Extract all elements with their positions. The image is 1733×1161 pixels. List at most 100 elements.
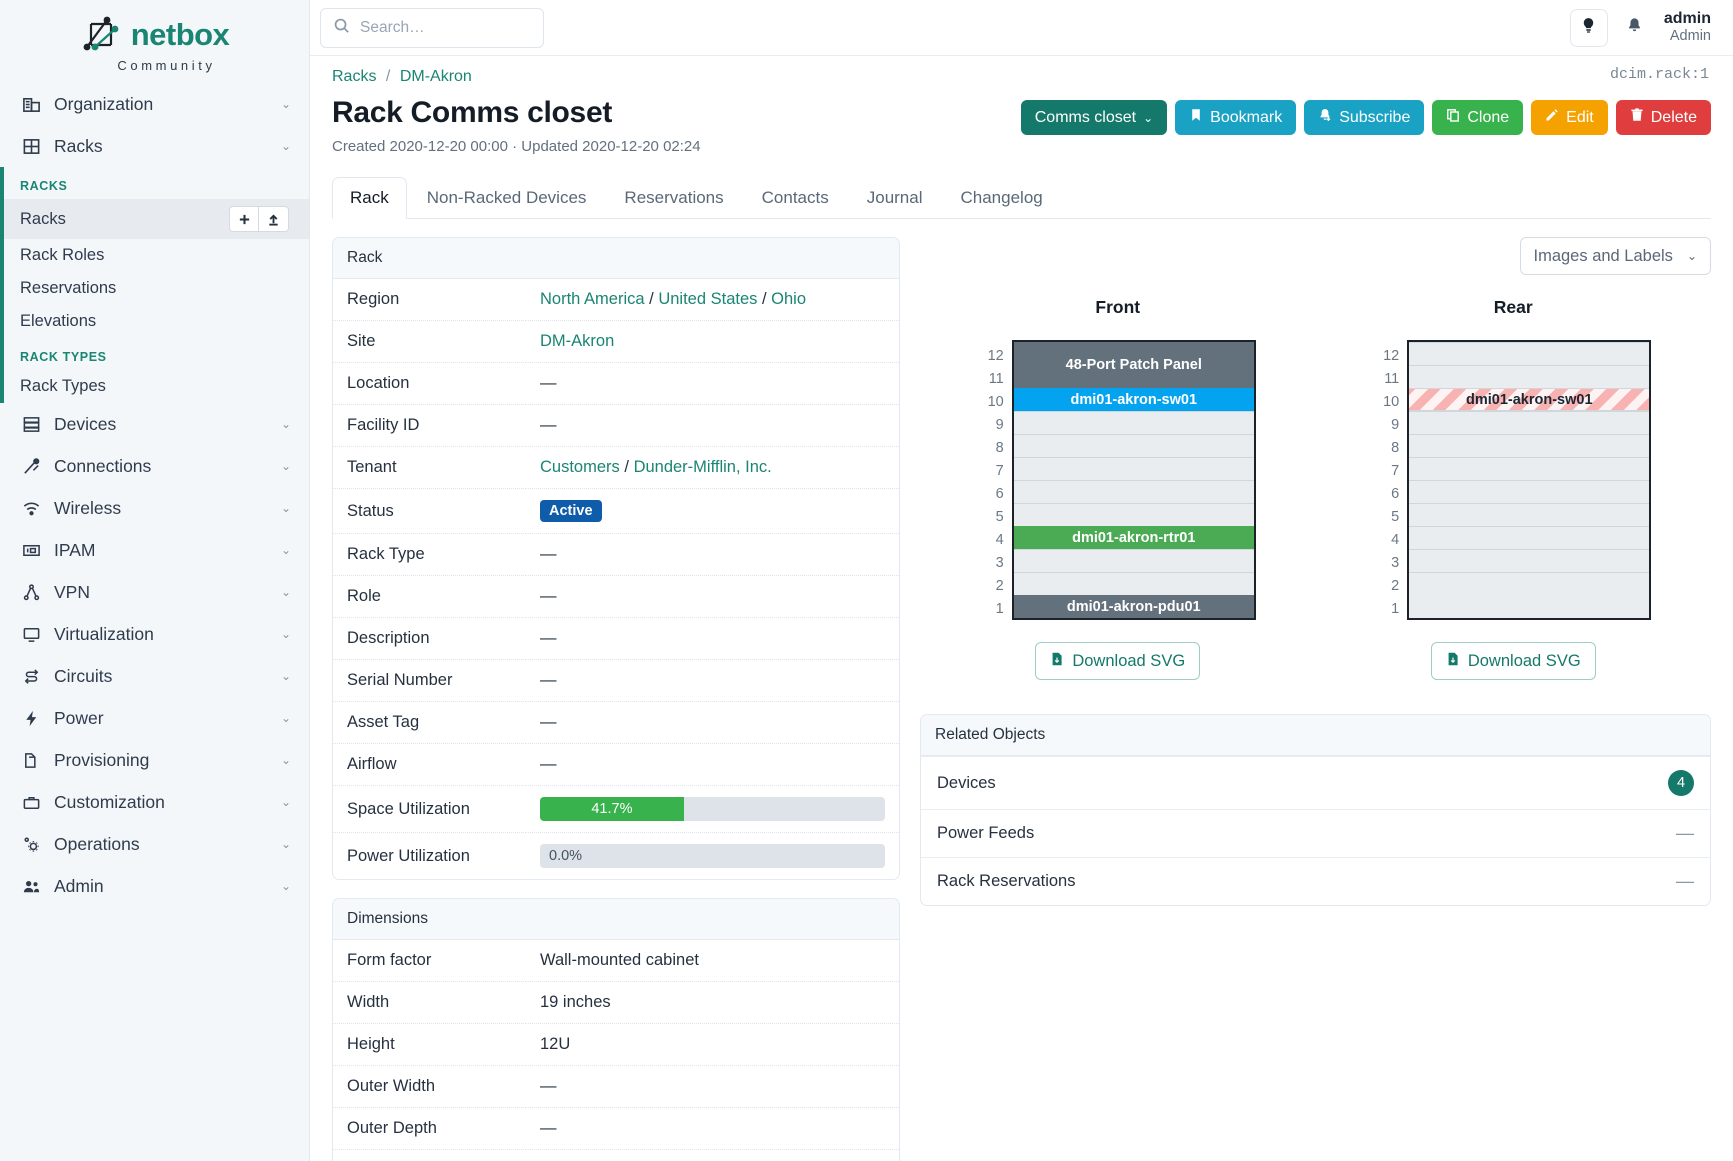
theme-toggle-button[interactable] — [1569, 8, 1608, 47]
rack-device[interactable]: dmi01-akron-pdu01 — [1013, 595, 1254, 618]
sidebar-item-racks[interactable]: Racks — [0, 199, 309, 239]
subscribe-button[interactable]: Subscribe — [1304, 100, 1425, 135]
power-feeds-count: — — [1676, 823, 1694, 843]
table-row: Role — — [333, 575, 899, 618]
rack-unit-slot[interactable] — [1409, 457, 1650, 480]
region-link-1[interactable]: North America — [540, 290, 645, 308]
front-rack-body[interactable]: 48-Port Patch Panel dmi01-akron-sw01 dmi01… — [1011, 340, 1256, 620]
sidebar-item-reservations[interactable]: Reservations — [0, 272, 309, 305]
table-row: Mounting Depth — — [333, 1149, 899, 1161]
rack-device[interactable]: dmi01-akron-rtr01 — [1013, 526, 1254, 549]
rear-rack-body[interactable]: dmi01-akron-sw01 — [1407, 340, 1652, 620]
chevron-down-icon: ⌄ — [280, 139, 291, 153]
chevron-down-icon: ⌄ — [1686, 249, 1697, 263]
rack-unit-slot[interactable] — [1409, 365, 1650, 388]
related-object-power-feeds[interactable]: Power Feeds — — [921, 809, 1710, 857]
sidebar-group-provisioning[interactable]: Provisioning ⌄ — [0, 739, 309, 781]
sidebar-item-label: Racks — [20, 209, 66, 228]
related-object-rack-reservations[interactable]: Rack Reservations — — [921, 857, 1710, 905]
sidebar-group-label: Customization — [54, 791, 165, 812]
tab-journal[interactable]: Journal — [866, 188, 923, 207]
sidebar-group-label: Provisioning — [54, 749, 150, 770]
sidebar-group-devices[interactable]: Devices ⌄ — [0, 403, 309, 445]
sidebar-group-ipam[interactable]: IPAM ⌄ — [0, 529, 309, 571]
rack-unit-label: 3 — [1391, 554, 1400, 571]
rack-unit-slot[interactable] — [1013, 434, 1254, 457]
elevation-view-select[interactable]: Images and Labels ⌄ — [1519, 237, 1711, 275]
comms-closet-dropdown[interactable]: Comms closet ⌄ — [1020, 100, 1168, 135]
rack-unit-slot[interactable] — [1013, 549, 1254, 572]
row-key: Serial Number — [333, 659, 526, 702]
sidebar-group-operations[interactable]: Operations ⌄ — [0, 823, 309, 865]
tab-non-racked-devices[interactable]: Non-Racked Devices — [426, 188, 587, 207]
brand[interactable]: netbox Community — [0, 0, 309, 83]
search-input[interactable] — [360, 18, 531, 37]
import-racks-button[interactable] — [259, 206, 289, 232]
clone-button[interactable]: Clone — [1432, 100, 1524, 135]
rack-device[interactable]: 48-Port Patch Panel — [1013, 342, 1254, 388]
sidebar-item-rack-types[interactable]: Rack Types — [0, 370, 309, 403]
download-svg-rear-button[interactable]: Download SVG — [1430, 642, 1596, 680]
rack-device[interactable]: dmi01-akron-sw01 — [1409, 388, 1650, 411]
rack-unit-slot[interactable] — [1013, 411, 1254, 434]
sidebar-group-virtualization[interactable]: Virtualization ⌄ — [0, 613, 309, 655]
rack-unit-slot[interactable] — [1013, 503, 1254, 526]
tenant-group-link[interactable]: Customers — [540, 458, 620, 476]
sidebar-group-organization[interactable]: Organization ⌄ — [0, 83, 309, 125]
delete-button[interactable]: Delete — [1615, 100, 1711, 135]
related-object-devices[interactable]: Devices 4 — [921, 756, 1710, 809]
rack-unit-slot[interactable] — [1409, 411, 1650, 434]
tab-reservations[interactable]: Reservations — [624, 188, 724, 207]
rack-unit-slot[interactable] — [1013, 480, 1254, 503]
sidebar-group-power[interactable]: Power ⌄ — [0, 697, 309, 739]
rack-unit-slot[interactable] — [1409, 549, 1650, 572]
breadcrumb-item-racks[interactable]: Racks — [332, 68, 377, 85]
search-box[interactable] — [320, 7, 544, 48]
sidebar-item-elevations[interactable]: Elevations — [0, 305, 309, 338]
rack-unit-slot[interactable] — [1013, 572, 1254, 595]
sidebar-group-label: Admin — [54, 875, 104, 896]
bookmark-button[interactable]: Bookmark — [1175, 100, 1297, 135]
table-row: Height 12U — [333, 1023, 899, 1066]
breadcrumb-item-site[interactable]: DM-Akron — [399, 68, 472, 85]
tab-rack[interactable]: Rack — [332, 177, 407, 219]
tab-changelog[interactable]: Changelog — [960, 188, 1043, 207]
sidebar-group-wireless[interactable]: Wireless ⌄ — [0, 487, 309, 529]
dimensions-card-title: Dimensions — [333, 899, 899, 940]
sidebar-group-circuits[interactable]: Circuits ⌄ — [0, 655, 309, 697]
sidebar-item-rack-roles[interactable]: Rack Roles — [0, 239, 309, 272]
rack-unit-slot[interactable] — [1409, 480, 1650, 503]
chevron-down-icon: ⌄ — [280, 417, 291, 431]
region-link-3[interactable]: Ohio — [771, 290, 807, 308]
rack-unit-slot[interactable] — [1013, 457, 1254, 480]
tab-contacts[interactable]: Contacts — [761, 188, 829, 207]
dimensions-table: Form factor Wall-mounted cabinet Width 1… — [333, 940, 899, 1161]
rack-device[interactable]: dmi01-akron-sw01 — [1013, 388, 1254, 411]
rack-unit-slot[interactable] — [1409, 434, 1650, 457]
user-menu[interactable]: admin Admin — [1664, 10, 1711, 46]
tenant-link[interactable]: Dunder-Mifflin, Inc. — [633, 458, 772, 476]
rack-unit-slot[interactable] — [1409, 342, 1650, 365]
row-value: — — [526, 617, 899, 660]
row-value: 0.0% — [526, 832, 899, 879]
sidebar-group-customization[interactable]: Customization ⌄ — [0, 781, 309, 823]
title-row: Rack Comms closet Created 2020-12-20 00:… — [332, 96, 1711, 155]
region-link-2[interactable]: United States — [658, 290, 758, 308]
chevron-down-icon: ⌄ — [280, 795, 291, 809]
sidebar-group-racks[interactable]: Racks ⌄ — [0, 125, 309, 167]
sidebar-group-vpn[interactable]: VPN ⌄ — [0, 571, 309, 613]
row-value: 12U — [526, 1023, 899, 1066]
download-svg-front-button[interactable]: Download SVG — [1035, 642, 1201, 680]
sidebar-group-connections[interactable]: Connections ⌄ — [0, 445, 309, 487]
notifications-button[interactable] — [1618, 11, 1652, 45]
row-key: Region — [347, 290, 400, 308]
rack-unit-slot[interactable] — [1409, 572, 1650, 595]
rack-unit-slot[interactable] — [1409, 595, 1650, 618]
rack-unit-slot[interactable] — [1409, 526, 1650, 549]
edit-button[interactable]: Edit — [1531, 100, 1608, 135]
add-rack-button[interactable] — [229, 206, 259, 232]
right-column: Images and Labels ⌄ Front 1 2 3 4 5 6 7 8 9 10 11 1… — [920, 237, 1711, 1161]
sidebar-group-admin[interactable]: Admin ⌄ — [0, 865, 309, 907]
site-link[interactable]: DM-Akron — [540, 332, 615, 350]
rack-unit-slot[interactable] — [1409, 503, 1650, 526]
